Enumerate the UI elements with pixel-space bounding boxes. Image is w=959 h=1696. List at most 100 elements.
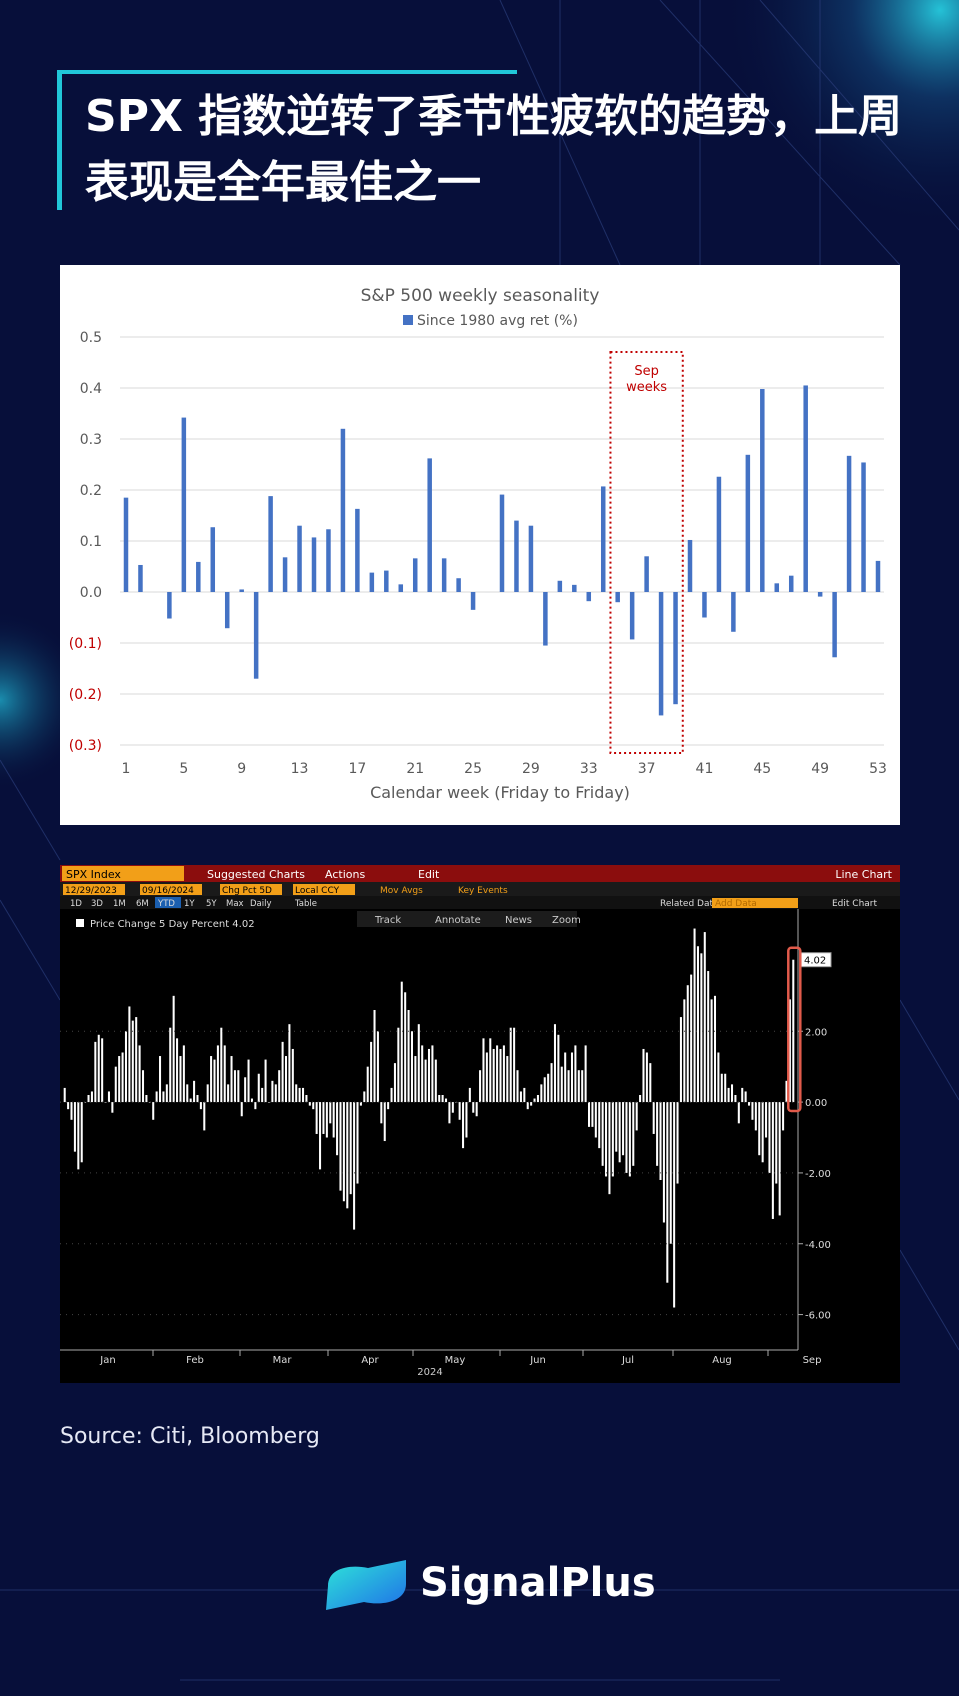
bar: [397, 1027, 400, 1103]
mov-avgs-toggle[interactable]: Mov Avgs: [380, 886, 423, 896]
end-date-field[interactable]: [140, 884, 202, 895]
period-button-1m[interactable]: 1M: [113, 899, 126, 909]
bar: [264, 1059, 267, 1103]
bar: [302, 1087, 305, 1103]
x-tick-label: 45: [753, 761, 771, 777]
bar: [308, 1102, 311, 1106]
bar: [679, 1017, 682, 1103]
x-tick-label: 33: [580, 761, 598, 777]
edit-chart-button[interactable]: Edit Chart: [832, 899, 877, 909]
bar: [438, 1095, 441, 1103]
bar: [577, 1070, 580, 1103]
bar: [716, 476, 722, 592]
bar: [519, 1091, 522, 1103]
ticker-label: SPX Index: [66, 868, 121, 881]
x-tick-label: Sep: [803, 1355, 822, 1366]
period-button-ytd[interactable]: YTD: [157, 899, 175, 909]
bar: [390, 1087, 393, 1103]
tool-news[interactable]: News: [505, 915, 532, 926]
currency-selector[interactable]: [293, 884, 355, 895]
period-button-6m[interactable]: 6M: [136, 899, 149, 909]
bar: [414, 1056, 417, 1103]
bar: [615, 592, 620, 603]
bar: [594, 1102, 597, 1138]
menu-suggested-charts[interactable]: Suggested Charts: [207, 868, 305, 881]
x-tick-label: 9: [237, 761, 246, 777]
bar: [210, 527, 216, 592]
bar: [720, 1073, 723, 1103]
x-tick-label: 37: [638, 761, 656, 777]
bar: [186, 1084, 189, 1103]
bar: [509, 1027, 512, 1103]
bar: [230, 1056, 233, 1103]
period-button-1d[interactable]: 1D: [70, 899, 82, 909]
bar: [642, 1048, 645, 1103]
bar: [724, 1073, 727, 1103]
bar: [492, 1048, 495, 1103]
bar: [342, 1102, 345, 1202]
bar: [785, 1080, 788, 1103]
menu-edit[interactable]: Edit: [418, 868, 440, 881]
bar: [104, 1102, 107, 1103]
period-button-table[interactable]: Table: [294, 899, 317, 909]
bar: [181, 417, 187, 592]
y-tick-label: 0.00: [805, 1098, 827, 1109]
bar: [832, 592, 837, 658]
bar: [632, 1102, 635, 1166]
bar: [284, 1056, 288, 1103]
tool-track[interactable]: Track: [374, 915, 401, 926]
tool-zoom[interactable]: Zoom: [552, 915, 581, 926]
period-button-3d[interactable]: 3D: [91, 899, 103, 909]
bar: [421, 1045, 424, 1103]
chart-type-label[interactable]: Line Chart: [835, 868, 892, 881]
bar: [254, 1102, 257, 1110]
start-date: 12/29/2023: [65, 886, 117, 896]
bar: [165, 1084, 168, 1103]
bar: [97, 1034, 100, 1103]
bar: [547, 1073, 550, 1103]
x-tick-label: 29: [522, 761, 540, 777]
field-selector[interactable]: [220, 884, 282, 895]
legend-label: Since 1980 avg ret (%): [417, 313, 578, 329]
bar: [107, 1091, 110, 1103]
bar: [611, 1102, 614, 1177]
bar: [135, 1017, 138, 1103]
period-button-5y[interactable]: 5Y: [206, 899, 217, 909]
bar: [782, 1102, 785, 1131]
bar: [407, 1010, 410, 1103]
bar: [182, 1045, 185, 1103]
add-data-field[interactable]: [712, 898, 798, 908]
bar: [584, 1045, 587, 1103]
period-button-daily[interactable]: Daily: [250, 899, 272, 909]
bar: [383, 1102, 386, 1142]
bar: [608, 1102, 611, 1195]
bar: [271, 1080, 274, 1103]
bar: [448, 1102, 451, 1124]
x-tick-label: Mar: [273, 1355, 293, 1366]
bar: [702, 592, 707, 618]
bar: [261, 1087, 264, 1103]
bar: [445, 1098, 448, 1103]
y-tick-label: 2.00: [805, 1027, 827, 1038]
key-events-toggle[interactable]: Key Events: [458, 886, 508, 896]
bar: [700, 953, 703, 1103]
period-button-1y[interactable]: 1Y: [184, 899, 195, 909]
related-data-menu[interactable]: Related Data: [660, 899, 719, 909]
bar: [502, 1045, 505, 1103]
bar: [673, 592, 678, 705]
menu-actions[interactable]: Actions: [325, 868, 365, 881]
latest-week-highlight-box: [787, 946, 802, 1113]
bar: [690, 974, 693, 1103]
ticker-field[interactable]: [62, 866, 184, 881]
period-button-max[interactable]: Max: [226, 899, 244, 909]
bar: [570, 1052, 574, 1103]
tool-annotate[interactable]: Annotate: [435, 915, 481, 926]
bar: [159, 1056, 162, 1103]
start-date-field[interactable]: [63, 884, 125, 895]
x-axis-year: 2024: [417, 1367, 442, 1378]
bar: [339, 1102, 342, 1191]
bar: [297, 525, 302, 592]
bar: [673, 1102, 676, 1308]
bar: [687, 539, 693, 592]
bar: [615, 1102, 618, 1152]
